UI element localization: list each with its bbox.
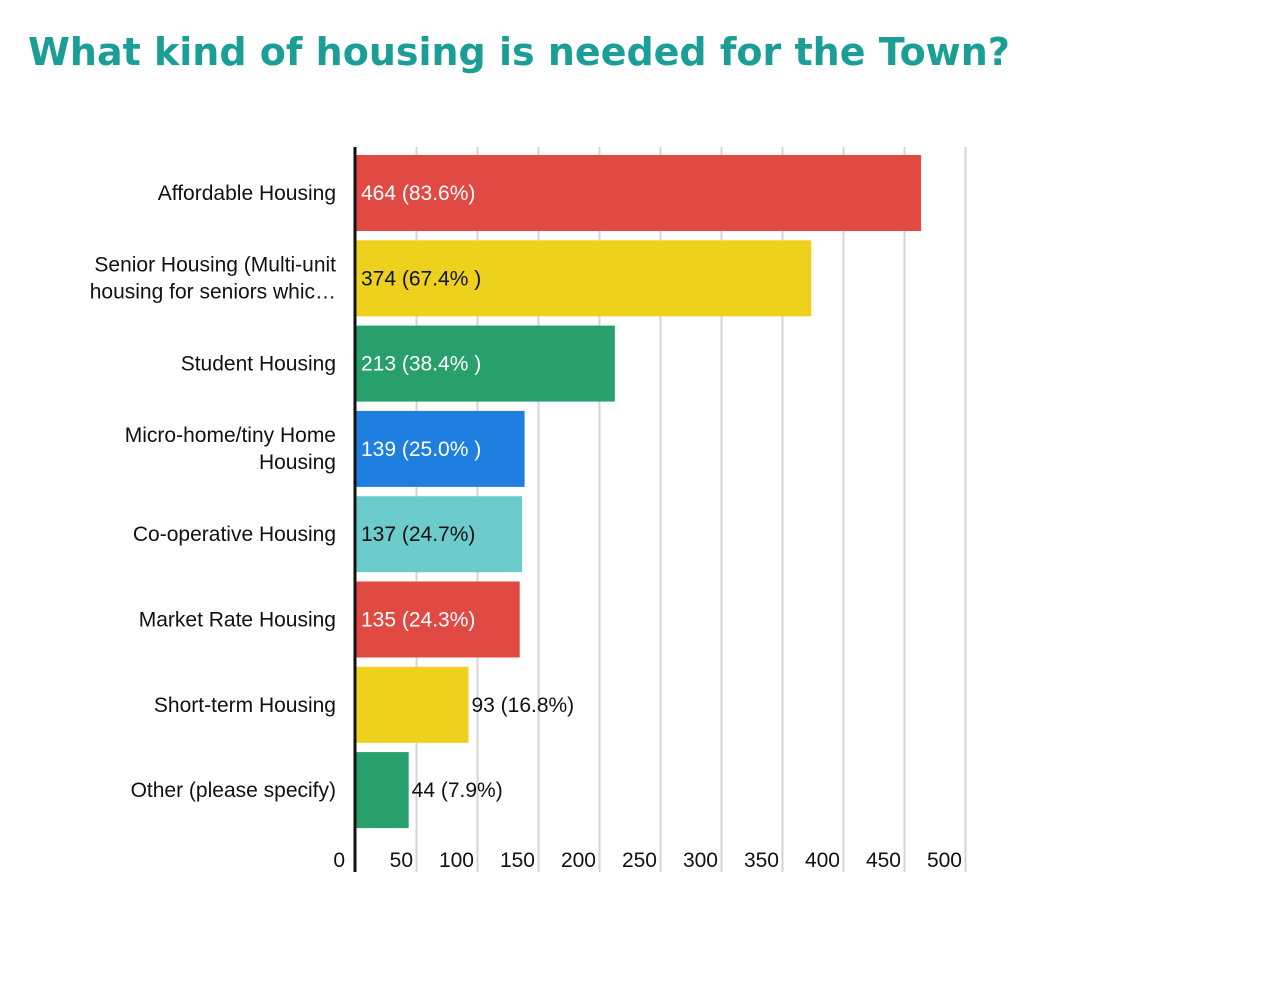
x-tick-label: 300 bbox=[683, 849, 718, 872]
x-tick-label: 400 bbox=[805, 849, 840, 872]
bar bbox=[355, 410, 525, 487]
bar bbox=[355, 752, 409, 829]
category-label: housing for seniors whic… bbox=[90, 280, 336, 303]
category-label: Market Rate Housing bbox=[139, 609, 336, 632]
data-label: 135 (24.3%) bbox=[361, 609, 475, 632]
category-label: Affordable Housing bbox=[158, 182, 336, 205]
bar bbox=[355, 155, 922, 231]
x-tick-label: 200 bbox=[561, 849, 596, 872]
data-label: 93 (16.8%) bbox=[471, 694, 574, 717]
data-label: 139 (25.0% ) bbox=[361, 438, 481, 461]
x-tick-label: 150 bbox=[500, 849, 535, 872]
bar bbox=[355, 325, 615, 402]
data-label: 374 (67.4% ) bbox=[361, 267, 481, 290]
data-label: 464 (83.6%) bbox=[361, 182, 475, 205]
category-label: Micro-home/tiny Home bbox=[125, 424, 336, 447]
x-tick-label: 50 bbox=[390, 849, 413, 872]
x-tick-label: 350 bbox=[744, 849, 779, 872]
bar bbox=[355, 666, 469, 743]
x-tick-label: 450 bbox=[866, 849, 901, 872]
data-label: 213 (38.4% ) bbox=[361, 353, 481, 376]
bar bbox=[355, 581, 520, 658]
category-label: Other (please specify) bbox=[131, 779, 336, 802]
x-tick-label: 500 bbox=[927, 849, 962, 872]
x-tick-label: 0 bbox=[333, 849, 345, 872]
labels: 0 50 100 150 200 250 300 350 400 450 500 464 (83.6%… bbox=[90, 182, 962, 872]
bar bbox=[355, 240, 812, 317]
chart-title: What kind of housing is needed for the T… bbox=[28, 30, 1010, 74]
bar bbox=[355, 496, 523, 573]
x-tick-label: 250 bbox=[622, 849, 657, 872]
category-label: Housing bbox=[259, 451, 336, 474]
bars bbox=[355, 155, 922, 829]
category-label: Senior Housing (Multi-unit bbox=[94, 253, 336, 276]
category-label: Short-term Housing bbox=[154, 694, 336, 717]
x-tick-label: 100 bbox=[439, 849, 474, 872]
data-label: 44 (7.9%) bbox=[412, 779, 503, 802]
category-label: Student Housing bbox=[181, 353, 336, 376]
data-label: 137 (24.7%) bbox=[361, 523, 475, 546]
category-label: Co-operative Housing bbox=[133, 523, 336, 546]
